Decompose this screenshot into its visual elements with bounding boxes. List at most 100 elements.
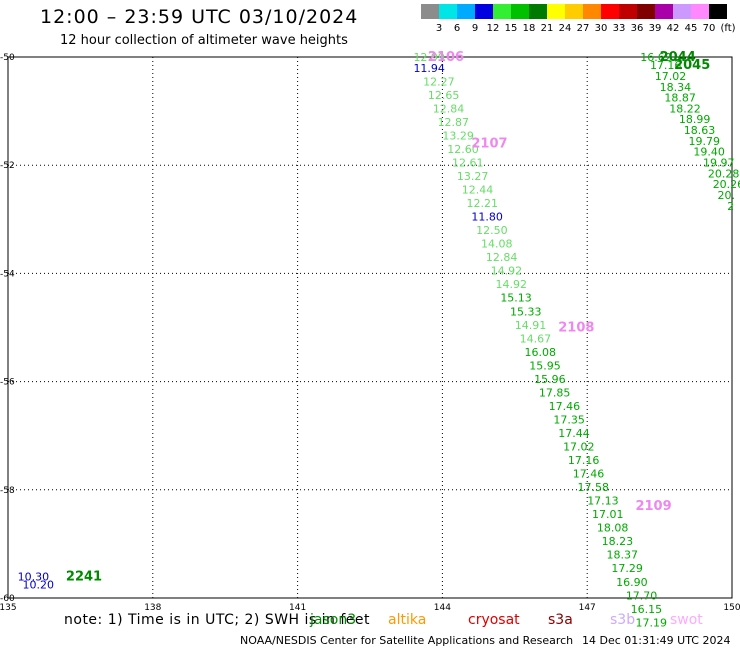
wave-height-value: 15.96 xyxy=(534,373,566,386)
scale-swatch xyxy=(475,4,493,19)
plot-frame xyxy=(7,56,733,599)
wave-height-value: 13.27 xyxy=(457,170,489,183)
scale-swatch xyxy=(673,4,691,19)
wave-height-value: 12.99 xyxy=(413,51,445,64)
scale-label: 45 xyxy=(684,23,698,34)
scale-label: 15 xyxy=(504,23,518,34)
scale-swatch xyxy=(619,4,637,19)
wave-height-value: 17.35 xyxy=(553,413,585,426)
wave-height-value: 18.99 xyxy=(679,113,711,126)
mission-legend-item: jason3 xyxy=(310,612,357,628)
scale-label: 27 xyxy=(576,23,590,34)
wave-height-value: 17.16 xyxy=(650,59,682,72)
wave-height-value: 17.70 xyxy=(626,589,658,602)
mission-legend-item: altika xyxy=(388,612,427,628)
wave-height-value: 12.44 xyxy=(462,184,494,197)
lat-tick-label: -60 xyxy=(0,594,15,604)
scale-swatch xyxy=(691,4,709,19)
wave-height-value: 16.08 xyxy=(524,346,556,359)
wave-height-value: 14.91 xyxy=(515,319,547,332)
pass-id-label: 2108 xyxy=(558,321,594,336)
wave-height-value: 17.19 xyxy=(635,616,667,629)
wave-height-value: 12.84 xyxy=(433,102,465,115)
wave-height-value: 18.87 xyxy=(664,92,696,105)
pass-id-label: 2045 xyxy=(674,58,710,73)
wave-height-value: 14.08 xyxy=(481,238,512,251)
wave-height-value: 16.62 xyxy=(640,51,672,64)
scale-label: 70 xyxy=(702,23,716,34)
scale-label: 39 xyxy=(648,23,662,34)
generated-timestamp: 14 Dec 01:31:49 UTC 2024 xyxy=(582,634,731,647)
wave-height-value: 14.67 xyxy=(520,332,552,345)
wave-height-value: 12.60 xyxy=(447,143,479,156)
scale-label: 42 xyxy=(666,23,680,34)
wave-height-value: 12.84 xyxy=(486,251,517,264)
page-subtitle: 12 hour collection of altimeter wave hei… xyxy=(60,33,348,48)
wave-height-value: 20.28 xyxy=(708,167,740,180)
wave-height-value: 10.30 xyxy=(18,570,50,583)
wave-height-value: 19.97 xyxy=(703,156,735,169)
wave-height-value: 15.13 xyxy=(500,292,532,305)
wave-height-value: 15.95 xyxy=(529,359,561,372)
scale-label: 12 xyxy=(486,23,500,34)
lon-tick-label: 150 xyxy=(723,603,740,613)
scale-swatch xyxy=(547,4,565,19)
wave-height-value: 12.21 xyxy=(467,197,499,210)
scale-unit: (ft) xyxy=(720,23,736,34)
wave-height-value: 17.58 xyxy=(578,481,610,494)
wave-height-value: 17.13 xyxy=(587,495,619,508)
scale-swatch xyxy=(655,4,673,19)
wave-height-value: 20.26 xyxy=(713,178,740,191)
wave-height-value: 17.02 xyxy=(563,441,595,454)
scale-label: 33 xyxy=(612,23,626,34)
scale-swatch xyxy=(457,4,475,19)
scale-swatch xyxy=(529,4,547,19)
pass-id-label: 2106 xyxy=(428,50,464,65)
scale-label: 18 xyxy=(522,23,536,34)
lon-tick-label: 147 xyxy=(579,603,596,613)
scale-swatch xyxy=(421,4,439,19)
scale-swatch xyxy=(637,4,655,19)
credit-line: NOAA/NESDIS Center for Satellite Applica… xyxy=(240,634,574,647)
wave-height-value: 18.23 xyxy=(602,535,634,548)
scale-label: 30 xyxy=(594,23,608,34)
scale-swatch xyxy=(709,4,727,19)
footnote: note: 1) Time is in UTC; 2) SWH is in fe… xyxy=(64,612,371,628)
lat-tick-label: -54 xyxy=(0,269,15,279)
scale-label: 6 xyxy=(453,23,461,34)
wave-height-value: 11.80 xyxy=(471,211,503,224)
mission-legend-item: s3b xyxy=(610,612,636,628)
wave-height-value: 12.27 xyxy=(423,75,455,88)
wave-height-value: 12.87 xyxy=(438,116,470,129)
wave-height-value: 20. xyxy=(718,189,736,202)
wave-height-value: 18.22 xyxy=(669,102,701,115)
scale-label: 24 xyxy=(558,23,572,34)
lat-tick-label: -56 xyxy=(0,378,15,388)
lon-tick-label: 144 xyxy=(434,603,451,613)
wave-height-value: 17.44 xyxy=(558,427,590,440)
scale-swatch xyxy=(583,4,601,19)
wave-height-value: 14.92 xyxy=(495,278,527,291)
lon-tick-label: 135 xyxy=(0,603,17,613)
lon-tick-label: 141 xyxy=(289,603,306,613)
scale-label: 9 xyxy=(471,23,479,34)
wave-height-value: 17.01 xyxy=(592,508,624,521)
wave-height-value: 19.40 xyxy=(693,146,725,159)
lat-tick-label: -58 xyxy=(0,486,15,496)
scale-swatch xyxy=(565,4,583,19)
wave-height-value: 13.29 xyxy=(442,129,474,142)
wave-height-value: 11.94 xyxy=(413,62,445,75)
scale-swatch xyxy=(493,4,511,19)
wave-height-value: 17.46 xyxy=(549,400,581,413)
scale-swatch xyxy=(601,4,619,19)
wave-height-value: 10.20 xyxy=(22,578,54,591)
wave-height-value: 15.33 xyxy=(510,305,542,318)
mission-legend-item: cryosat xyxy=(468,612,520,628)
wave-height-value: 18.63 xyxy=(684,124,716,137)
scale-swatch xyxy=(511,4,529,19)
scale-label: 21 xyxy=(540,23,554,34)
wave-height-value: 16.90 xyxy=(616,576,648,589)
wave-height-value: 19.79 xyxy=(689,135,721,148)
pass-id-label: 2241 xyxy=(66,569,102,584)
